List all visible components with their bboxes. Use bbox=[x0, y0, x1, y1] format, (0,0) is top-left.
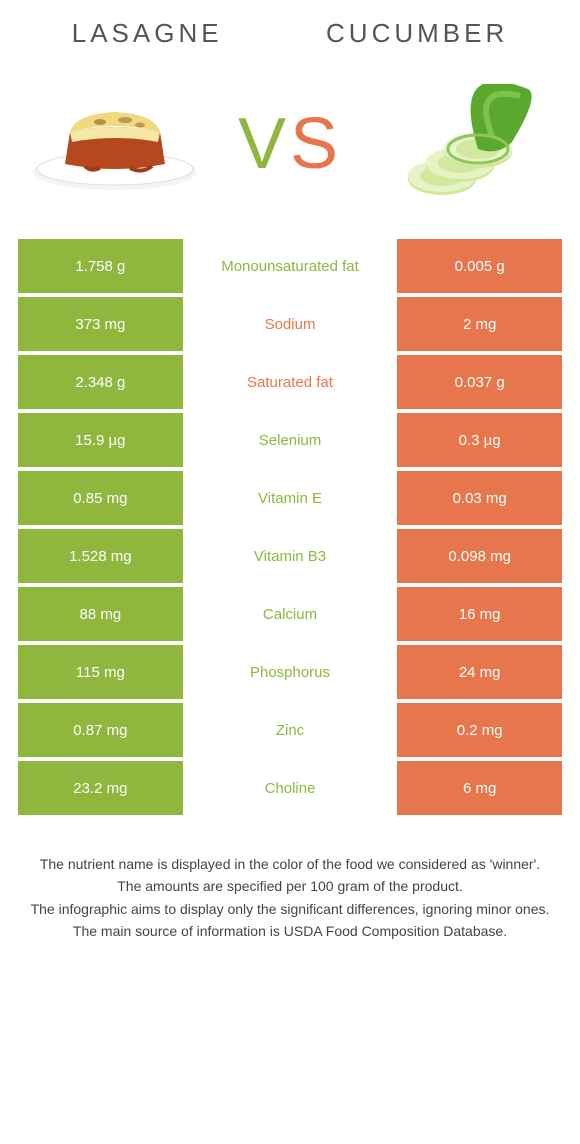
vs-v: V bbox=[238, 104, 290, 184]
nutrient-name-cell: Sodium bbox=[183, 297, 398, 351]
left-value-cell: 23.2 mg bbox=[18, 761, 183, 815]
right-value-cell: 6 mg bbox=[397, 761, 562, 815]
left-value-cell: 0.85 mg bbox=[18, 471, 183, 525]
food-right-title: CUCUMBER bbox=[326, 18, 508, 49]
footer-line: The infographic aims to display only the… bbox=[30, 899, 550, 919]
nutrient-name-cell: Zinc bbox=[183, 703, 398, 757]
left-value-cell: 373 mg bbox=[18, 297, 183, 351]
table-row: 115 mgPhosphorus24 mg bbox=[18, 645, 562, 699]
table-row: 1.528 mgVitamin B30.098 mg bbox=[18, 529, 562, 583]
nutrient-name-cell: Phosphorus bbox=[183, 645, 398, 699]
table-row: 23.2 mgCholine6 mg bbox=[18, 761, 562, 815]
hero-row: VS bbox=[0, 59, 580, 239]
footer-notes: The nutrient name is displayed in the co… bbox=[0, 819, 580, 941]
right-value-cell: 16 mg bbox=[397, 587, 562, 641]
right-value-cell: 0.03 mg bbox=[397, 471, 562, 525]
nutrient-name-cell: Vitamin E bbox=[183, 471, 398, 525]
right-value-cell: 24 mg bbox=[397, 645, 562, 699]
left-value-cell: 88 mg bbox=[18, 587, 183, 641]
footer-line: The nutrient name is displayed in the co… bbox=[30, 854, 550, 874]
right-value-cell: 2 mg bbox=[397, 297, 562, 351]
right-value-cell: 0.037 g bbox=[397, 355, 562, 409]
lasagne-icon bbox=[30, 84, 200, 204]
nutrient-name-cell: Vitamin B3 bbox=[183, 529, 398, 583]
right-value-cell: 0.2 mg bbox=[397, 703, 562, 757]
table-row: 373 mgSodium2 mg bbox=[18, 297, 562, 351]
left-value-cell: 15.9 µg bbox=[18, 413, 183, 467]
nutrient-table: 1.758 gMonounsaturated fat0.005 g373 mgS… bbox=[18, 239, 562, 815]
left-value-cell: 0.87 mg bbox=[18, 703, 183, 757]
nutrient-name-cell: Selenium bbox=[183, 413, 398, 467]
table-row: 88 mgCalcium16 mg bbox=[18, 587, 562, 641]
vs-s: S bbox=[290, 104, 342, 184]
header-row: LASAGNE CUCUMBER bbox=[0, 0, 580, 59]
left-value-cell: 115 mg bbox=[18, 645, 183, 699]
table-row: 1.758 gMonounsaturated fat0.005 g bbox=[18, 239, 562, 293]
right-value-cell: 0.3 µg bbox=[397, 413, 562, 467]
footer-line: The main source of information is USDA F… bbox=[30, 921, 550, 941]
left-value-cell: 2.348 g bbox=[18, 355, 183, 409]
table-row: 2.348 gSaturated fat0.037 g bbox=[18, 355, 562, 409]
nutrient-name-cell: Choline bbox=[183, 761, 398, 815]
footer-line: The amounts are specified per 100 gram o… bbox=[30, 876, 550, 896]
right-value-cell: 0.005 g bbox=[397, 239, 562, 293]
table-row: 0.87 mgZinc0.2 mg bbox=[18, 703, 562, 757]
cucumber-icon bbox=[380, 84, 550, 204]
right-value-cell: 0.098 mg bbox=[397, 529, 562, 583]
nutrient-name-cell: Calcium bbox=[183, 587, 398, 641]
left-value-cell: 1.528 mg bbox=[18, 529, 183, 583]
nutrient-name-cell: Saturated fat bbox=[183, 355, 398, 409]
table-row: 15.9 µgSelenium0.3 µg bbox=[18, 413, 562, 467]
table-row: 0.85 mgVitamin E0.03 mg bbox=[18, 471, 562, 525]
left-value-cell: 1.758 g bbox=[18, 239, 183, 293]
food-left-title: LASAGNE bbox=[72, 18, 223, 49]
vs-label: VS bbox=[238, 103, 342, 185]
nutrient-name-cell: Monounsaturated fat bbox=[183, 239, 398, 293]
